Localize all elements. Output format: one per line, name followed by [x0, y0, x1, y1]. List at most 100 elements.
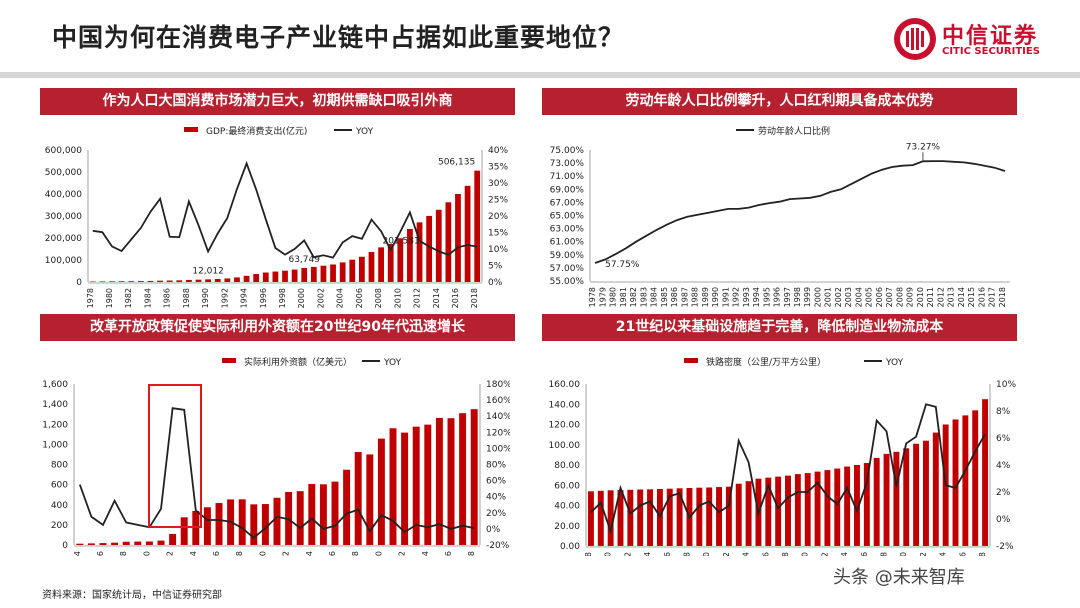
x-tick-label: 2002	[834, 287, 843, 307]
bar	[186, 279, 192, 282]
bar	[873, 457, 880, 546]
y-tick-label: 200,000	[45, 234, 82, 244]
x-tick-label: 1999	[803, 287, 812, 307]
bar	[445, 202, 452, 282]
bar	[195, 279, 202, 282]
bar	[122, 541, 130, 545]
x-tick-label: 1984	[643, 552, 652, 556]
x-tick-label: 1994	[189, 551, 198, 556]
y-tick-label: 100.00	[549, 441, 581, 451]
legend-label: YOY	[383, 358, 402, 368]
watermark: 头条 @未来智库	[833, 567, 965, 588]
y2-tick-label: 15%	[488, 229, 508, 239]
bar	[378, 247, 384, 282]
logo-chinese: 中信证券	[942, 24, 1039, 49]
chart-fdi: 实际利用外资额（亿美元） YOY 0 200 400 600 800 1,000 1,200 1,…	[42, 356, 510, 556]
data-label: 201,581	[382, 236, 419, 246]
bar	[706, 487, 713, 546]
panel-title-consumption: 作为人口大国消费市场潜力巨大，初期供需缺口吸引外商	[40, 88, 515, 115]
x-tick-label: 1998	[278, 288, 287, 308]
x-tick-label: 2008	[880, 552, 889, 556]
x-tick-label: 2012	[413, 288, 422, 308]
y2-tick-label: 0%	[996, 515, 1011, 525]
bar	[913, 443, 920, 546]
x-tick-label: 1986	[670, 287, 679, 307]
x-tick-label: 2014	[939, 552, 948, 556]
x-tick-label: 1989	[701, 287, 710, 307]
x-tick-label: 2018	[470, 288, 479, 308]
y2-tick-label: 10%	[996, 380, 1016, 390]
x-tick-label: 2002	[820, 552, 829, 556]
x-tick-label: 1987	[680, 287, 689, 307]
bar	[291, 269, 298, 282]
x-tick-label: 2016	[977, 287, 986, 307]
bar	[716, 487, 722, 546]
legend-label: YOY	[355, 127, 374, 137]
citic-logo: 中信证券 CITIC SECURITIES	[892, 16, 1062, 64]
y-tick-label: 65.00%	[550, 212, 585, 222]
citic-logo-icon	[894, 18, 936, 60]
bar	[145, 541, 153, 545]
x-tick-label: 1996	[259, 288, 268, 308]
y-tick-label: 200	[51, 521, 68, 531]
y2-tick-label: 180%	[486, 380, 510, 390]
x-tick-label: 2018	[467, 551, 476, 556]
bar	[844, 466, 851, 546]
bar	[137, 281, 144, 282]
y2-tick-label: 140%	[486, 412, 510, 422]
bar	[203, 507, 211, 545]
data-label: 73.27%	[906, 142, 941, 152]
bar	[824, 470, 831, 546]
bar	[339, 262, 346, 282]
bar	[637, 489, 644, 546]
x-tick-label: 1988	[182, 288, 191, 308]
bar	[435, 417, 443, 545]
bar	[401, 432, 409, 545]
x-tick-label: 1992	[722, 552, 731, 556]
bar	[765, 477, 772, 546]
y2-tick-label: 20%	[486, 509, 506, 519]
x-tick-label: 2016	[444, 551, 453, 556]
y2-tick-label: 160%	[486, 396, 510, 406]
y2-tick-label: 25%	[488, 196, 508, 206]
legend-swatch-bar	[184, 127, 198, 132]
title-divider	[0, 72, 1080, 78]
x-tick-label: 2015	[967, 287, 976, 307]
data-label: 63,749	[288, 255, 320, 265]
bar	[238, 499, 246, 545]
x-tick-label: 1994	[742, 552, 751, 556]
bar	[310, 266, 317, 282]
panel-title-fdi: 改革开放政策促使实际利用外资额在20世纪90年代迅速增长	[40, 314, 515, 341]
bar	[253, 274, 260, 282]
bar	[745, 481, 752, 546]
y-tick-label: 67.00%	[550, 198, 585, 208]
x-tick-label: 1986	[663, 552, 672, 556]
y2-tick-label: 2%	[996, 488, 1011, 498]
y2-tick-label: -2%	[996, 542, 1014, 552]
bar	[424, 424, 432, 545]
y2-tick-label: 40%	[488, 146, 508, 156]
y2-tick-label: 5%	[488, 262, 503, 272]
x-tick-label: 2006	[328, 551, 337, 556]
chart-labor-ratio: 劳动年龄人口比例 55.00% 57.00% 59.00% 61.00% 63.00% 65…	[550, 125, 1010, 307]
x-tick-label: 2018	[998, 287, 1007, 307]
data-label: 57.75%	[605, 260, 640, 270]
y-tick-label: 600,000	[45, 146, 82, 156]
legend-label: 铁路密度（公里/万平方公里）	[706, 356, 826, 368]
bar	[587, 491, 594, 546]
bar	[87, 543, 95, 545]
x-tick-label: 2012	[398, 551, 407, 556]
y-tick-label: 0.00	[560, 542, 580, 552]
x-tick-label: 1992	[732, 287, 741, 307]
y-tick-label: 120.00	[549, 421, 581, 431]
bar	[273, 497, 281, 545]
x-tick-label: 2014	[421, 551, 430, 556]
x-tick-label: 1979	[598, 287, 607, 307]
x-tick-label: 2014	[432, 288, 441, 308]
x-tick-label: 1982	[623, 552, 632, 556]
x-tick-label: 2008	[374, 288, 383, 308]
y-tick-label: 500,000	[45, 168, 82, 178]
x-tick-label: 1988	[683, 552, 692, 556]
x-tick-label: 2016	[958, 552, 967, 556]
x-tick-label: 2000	[814, 287, 823, 307]
